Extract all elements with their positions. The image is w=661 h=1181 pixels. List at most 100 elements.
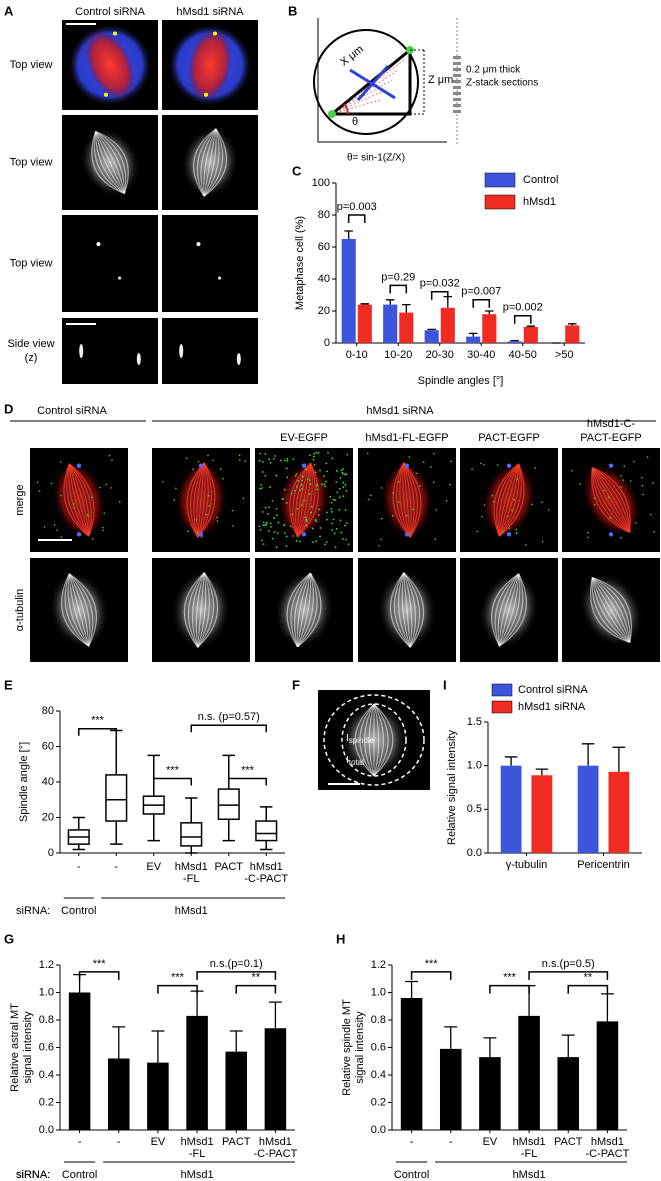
legend-label: hMsd1 bbox=[523, 196, 556, 208]
micrograph bbox=[62, 20, 158, 110]
speckle bbox=[196, 531, 199, 534]
speckle bbox=[274, 455, 276, 457]
microtubule bbox=[197, 462, 216, 538]
microtubule bbox=[297, 572, 318, 648]
centrosome bbox=[218, 276, 222, 280]
speckle bbox=[392, 515, 394, 517]
speckle bbox=[308, 454, 311, 457]
panel-letter: C bbox=[292, 163, 302, 178]
bar bbox=[596, 1021, 619, 1130]
region-label: Itotal bbox=[346, 755, 364, 767]
x-tick-label: - bbox=[78, 1136, 82, 1148]
speckle bbox=[275, 474, 278, 477]
centrosome bbox=[506, 532, 512, 537]
speckle bbox=[515, 532, 518, 535]
speckle bbox=[38, 490, 41, 492]
micrograph bbox=[162, 318, 258, 384]
x-tick-label: - bbox=[449, 1136, 453, 1148]
stack-section bbox=[453, 62, 461, 65]
microtubule bbox=[591, 467, 631, 533]
microtubule bbox=[68, 463, 90, 537]
speckle bbox=[118, 501, 121, 503]
speckle bbox=[261, 510, 264, 513]
speckle bbox=[346, 453, 349, 456]
speckle bbox=[275, 546, 278, 549]
microtubule bbox=[66, 463, 90, 537]
microtubule bbox=[193, 462, 205, 538]
error-bar bbox=[485, 310, 494, 315]
significance-bracket bbox=[513, 315, 532, 324]
speckle bbox=[445, 500, 448, 502]
microtubule bbox=[68, 573, 94, 647]
speckle bbox=[335, 480, 338, 483]
speckle bbox=[260, 487, 263, 490]
row-label: Side view bbox=[7, 338, 54, 350]
speckle bbox=[345, 522, 348, 525]
speckle bbox=[305, 524, 308, 527]
speckle bbox=[261, 471, 264, 473]
speckle bbox=[73, 507, 75, 509]
speckle bbox=[325, 480, 327, 483]
speckle bbox=[476, 530, 478, 533]
microtubule bbox=[592, 467, 631, 533]
speckle bbox=[283, 459, 286, 462]
bar bbox=[399, 312, 414, 343]
speckle bbox=[620, 536, 622, 539]
speckle bbox=[292, 458, 295, 461]
symbol: I bbox=[346, 733, 349, 744]
speckle bbox=[185, 457, 188, 460]
speckle bbox=[422, 461, 425, 463]
speckle bbox=[308, 493, 311, 495]
centrosome bbox=[79, 344, 84, 358]
speckle bbox=[267, 530, 270, 532]
significance-label: p=0.002 bbox=[503, 302, 543, 314]
microtubule bbox=[297, 462, 316, 538]
speckle bbox=[313, 452, 316, 455]
significance-label: p=0.032 bbox=[420, 278, 460, 290]
microtubule bbox=[591, 577, 631, 643]
x-tick-label: - bbox=[117, 1136, 121, 1148]
bar bbox=[341, 239, 356, 343]
microtubule bbox=[189, 462, 205, 538]
speckle bbox=[366, 452, 369, 455]
speckle bbox=[208, 505, 210, 507]
microtubule bbox=[94, 131, 125, 194]
speckle bbox=[483, 464, 485, 466]
centrosome bbox=[196, 242, 201, 247]
micrograph bbox=[30, 448, 128, 552]
error-bar bbox=[600, 993, 614, 1022]
error-bar bbox=[510, 339, 519, 342]
speckle bbox=[286, 459, 289, 462]
significance-bracket bbox=[235, 984, 277, 994]
bar bbox=[400, 998, 423, 1130]
error-bar bbox=[483, 1037, 497, 1058]
whisker-high bbox=[110, 729, 123, 775]
microtubule bbox=[591, 467, 631, 533]
x-tick-label: -FL bbox=[189, 1148, 206, 1160]
stack-section bbox=[453, 56, 461, 59]
microtubule bbox=[591, 467, 631, 533]
speckle bbox=[295, 540, 298, 542]
error-bar bbox=[229, 1030, 243, 1052]
speckle bbox=[309, 483, 312, 485]
microtubule bbox=[403, 572, 417, 648]
microtubule bbox=[187, 572, 205, 648]
panel-letter: B bbox=[288, 3, 297, 18]
speckle bbox=[36, 481, 39, 484]
speckle bbox=[286, 476, 288, 479]
speckle bbox=[603, 489, 605, 492]
speckle bbox=[412, 508, 414, 511]
x-axis-label: Spindle angles [°] bbox=[418, 375, 504, 387]
legend-label: hMsd1 siRNA bbox=[518, 701, 586, 713]
speckle bbox=[506, 515, 509, 518]
micrograph bbox=[460, 558, 558, 662]
legend-label: Control siRNA bbox=[518, 684, 588, 696]
microtubule bbox=[403, 572, 411, 648]
microtubule bbox=[389, 572, 411, 648]
microtubule bbox=[591, 577, 631, 643]
speckle bbox=[312, 458, 315, 461]
speckle bbox=[295, 485, 298, 488]
y-tick-label: 80 bbox=[318, 209, 330, 221]
speckle bbox=[344, 508, 347, 511]
speckle bbox=[515, 528, 518, 531]
